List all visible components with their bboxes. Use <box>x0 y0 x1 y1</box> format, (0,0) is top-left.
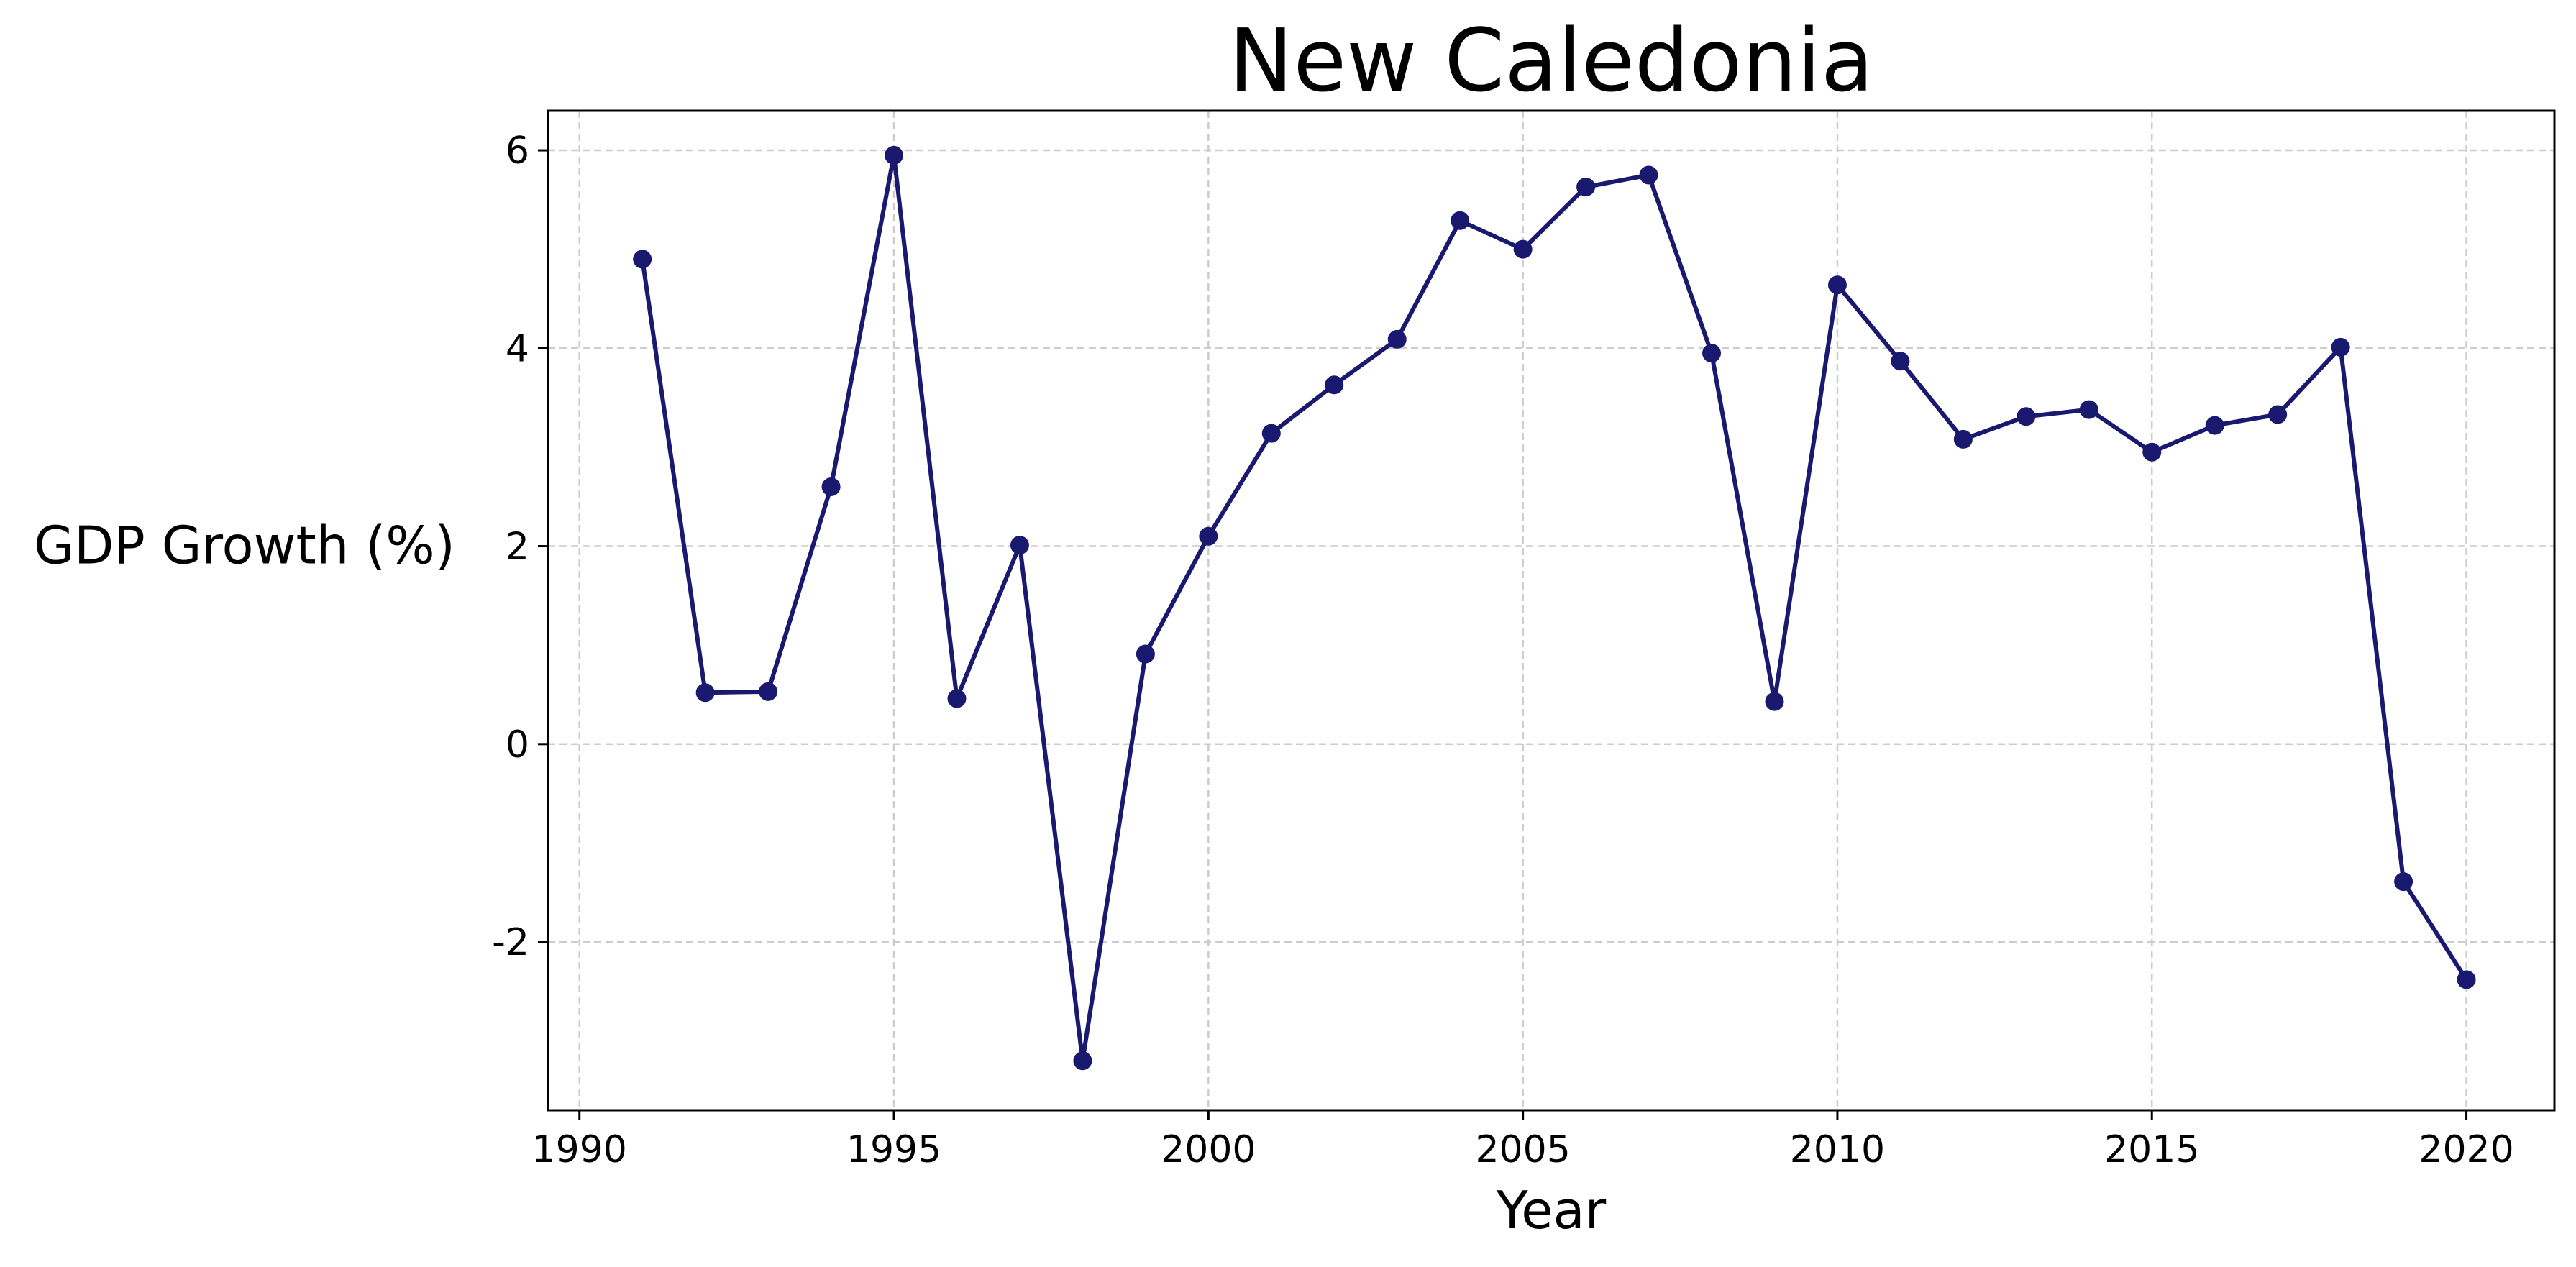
plot-frame <box>547 109 2556 1112</box>
y-tick-label: 6 <box>506 129 529 173</box>
data-point <box>695 683 715 703</box>
data-point <box>2394 872 2413 892</box>
grid-lines <box>548 111 2554 1110</box>
data-point <box>1010 536 1029 555</box>
x-tick-label: 1990 <box>532 1128 627 1171</box>
y-tick-label: 0 <box>506 723 529 767</box>
data-point <box>1073 1051 1092 1071</box>
data-point <box>1513 239 1533 259</box>
axis-ticks: 1990 1995 2000 2005 2010 2015 2020 -2 0 2 4 6 <box>492 129 2514 1171</box>
x-tick-label: 2015 <box>2104 1128 2199 1171</box>
data-point <box>1199 526 1218 546</box>
data-point <box>1827 275 1847 295</box>
data-point <box>1953 429 1973 449</box>
data-point <box>1387 329 1407 349</box>
data-point <box>885 145 904 165</box>
series-line <box>640 152 2469 1064</box>
data-point <box>1702 344 1722 363</box>
x-tick-label: 2020 <box>2419 1128 2513 1171</box>
data-point <box>1451 211 1470 230</box>
data-point <box>1639 165 1658 185</box>
chart-title: New Caledonia <box>1229 12 1874 111</box>
data-point <box>633 250 652 269</box>
data-point <box>821 477 841 496</box>
data-point <box>1765 692 1784 711</box>
data-point <box>1576 177 1596 196</box>
data-point <box>1325 375 1344 395</box>
x-tick-label: 2000 <box>1161 1128 1256 1171</box>
data-point <box>759 682 778 701</box>
data-point <box>2079 400 2098 419</box>
series-layer <box>633 145 2476 1071</box>
data-point <box>1891 352 1910 371</box>
y-tick-label: 4 <box>506 327 529 370</box>
data-point <box>1261 424 1281 443</box>
data-point <box>1136 644 1155 664</box>
data-point <box>2331 337 2350 357</box>
x-tick-label: 2010 <box>1790 1128 1885 1171</box>
x-tick-label: 1995 <box>846 1128 941 1171</box>
data-point <box>2268 405 2288 424</box>
y-tick-label: 2 <box>506 526 529 569</box>
data-point <box>2142 442 2162 462</box>
data-point <box>947 689 967 708</box>
y-tick-label: -2 <box>492 921 529 964</box>
x-axis-label: Year <box>1496 1180 1607 1240</box>
data-point <box>2017 407 2036 426</box>
data-point <box>2457 970 2476 989</box>
x-tick-label: 2005 <box>1475 1128 1570 1171</box>
y-axis-label: GDP Growth (%) <box>34 516 455 576</box>
data-point <box>2205 416 2224 435</box>
